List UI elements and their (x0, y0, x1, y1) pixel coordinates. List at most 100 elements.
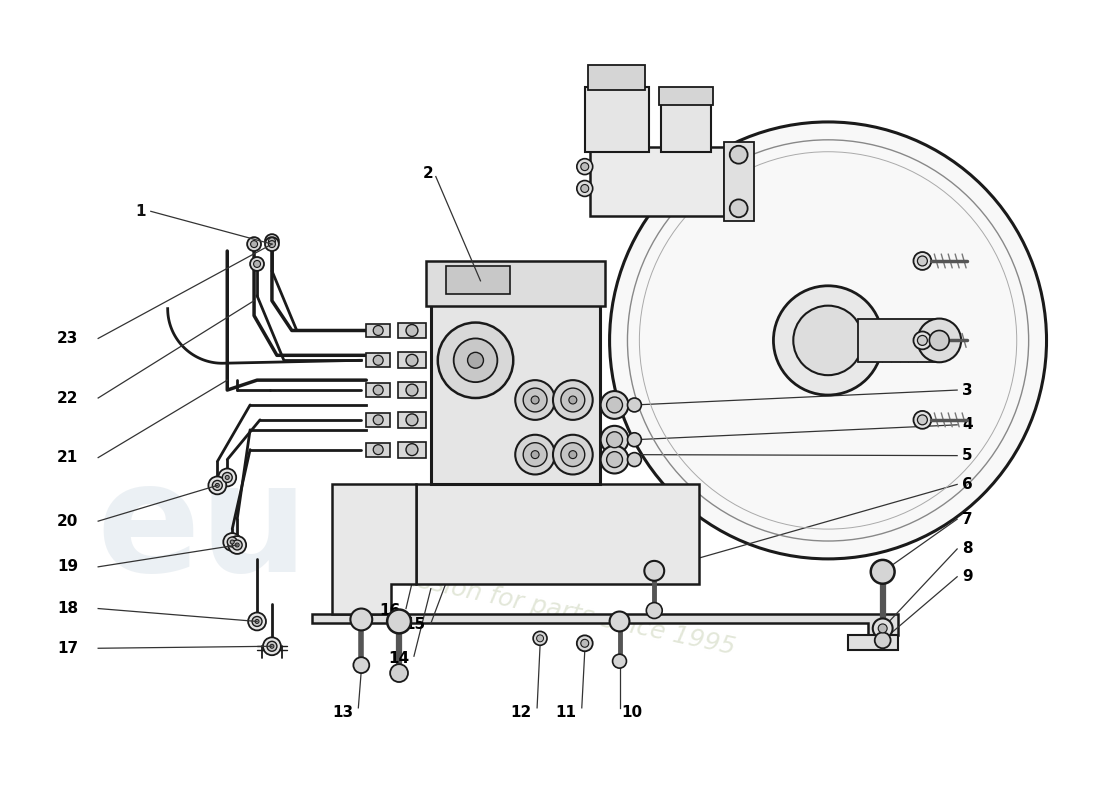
Text: 18: 18 (57, 601, 78, 616)
Circle shape (576, 158, 593, 174)
Circle shape (913, 411, 932, 429)
Text: 17: 17 (57, 641, 78, 656)
Circle shape (373, 385, 383, 395)
Circle shape (553, 434, 593, 474)
Circle shape (218, 469, 236, 486)
Circle shape (230, 540, 234, 544)
Circle shape (267, 642, 277, 651)
Circle shape (249, 613, 266, 630)
Circle shape (373, 326, 383, 335)
Bar (366, 323, 390, 338)
Circle shape (609, 611, 629, 631)
Bar (398, 382, 426, 398)
Circle shape (208, 477, 227, 494)
Circle shape (917, 318, 961, 362)
Circle shape (773, 286, 882, 395)
Circle shape (438, 322, 514, 398)
Circle shape (581, 162, 589, 170)
Circle shape (627, 433, 641, 446)
Text: 19: 19 (57, 559, 78, 574)
Text: 7: 7 (962, 512, 972, 526)
Circle shape (406, 444, 418, 456)
Circle shape (569, 450, 576, 458)
Circle shape (251, 241, 257, 247)
Circle shape (601, 446, 628, 474)
Circle shape (406, 384, 418, 396)
Circle shape (228, 537, 238, 547)
Circle shape (645, 561, 664, 581)
Circle shape (553, 380, 593, 420)
Text: 6: 6 (962, 477, 972, 492)
Text: 4: 4 (962, 418, 972, 432)
Text: eu: eu (96, 454, 309, 603)
Text: 5: 5 (962, 448, 972, 463)
Bar (446, 266, 510, 294)
Circle shape (353, 658, 370, 673)
Text: 10: 10 (621, 706, 642, 720)
Circle shape (729, 146, 748, 164)
Circle shape (576, 635, 593, 651)
Circle shape (515, 434, 556, 474)
Circle shape (531, 396, 539, 404)
Text: 14: 14 (388, 650, 409, 666)
Text: 9: 9 (962, 570, 972, 584)
Text: 8: 8 (962, 542, 972, 557)
Circle shape (913, 252, 932, 270)
Circle shape (223, 533, 241, 551)
Circle shape (524, 442, 547, 466)
Circle shape (793, 306, 862, 375)
Circle shape (872, 618, 892, 638)
Circle shape (265, 234, 279, 248)
Bar (724, 142, 754, 222)
Bar (366, 383, 390, 397)
Circle shape (878, 624, 887, 633)
Circle shape (390, 664, 408, 682)
Circle shape (601, 391, 628, 419)
Circle shape (561, 442, 585, 466)
Circle shape (268, 238, 275, 245)
Circle shape (576, 181, 593, 197)
Bar (426, 261, 605, 306)
Circle shape (222, 473, 232, 482)
Bar (858, 318, 937, 362)
Circle shape (930, 330, 949, 350)
Circle shape (387, 610, 411, 634)
Circle shape (606, 397, 623, 413)
Circle shape (601, 426, 628, 454)
Text: 12: 12 (510, 706, 531, 720)
Circle shape (252, 617, 262, 626)
Circle shape (373, 355, 383, 366)
Circle shape (263, 638, 280, 655)
Circle shape (232, 540, 242, 550)
Circle shape (729, 199, 748, 218)
Bar (366, 354, 390, 367)
Circle shape (871, 560, 894, 584)
Bar (590, 146, 724, 216)
Circle shape (270, 644, 274, 648)
Text: 22: 22 (57, 390, 78, 406)
Circle shape (515, 380, 556, 420)
Text: 20: 20 (57, 514, 78, 529)
Circle shape (255, 619, 258, 623)
Text: 2: 2 (424, 166, 433, 181)
Text: 23: 23 (57, 331, 78, 346)
Text: 1: 1 (135, 204, 146, 219)
Circle shape (627, 453, 641, 466)
Circle shape (917, 415, 927, 425)
Bar (398, 322, 426, 338)
Circle shape (268, 241, 275, 247)
Circle shape (453, 338, 497, 382)
Circle shape (265, 237, 279, 251)
Text: 21: 21 (57, 450, 78, 465)
Circle shape (226, 475, 229, 479)
Circle shape (534, 631, 547, 646)
Circle shape (235, 543, 239, 547)
Bar (659, 87, 713, 105)
Bar (431, 301, 600, 485)
Bar (587, 66, 646, 90)
Circle shape (913, 331, 932, 350)
Text: a passion for parts since 1995: a passion for parts since 1995 (363, 558, 737, 659)
Circle shape (647, 602, 662, 618)
Bar (848, 635, 898, 650)
Bar (416, 485, 698, 584)
